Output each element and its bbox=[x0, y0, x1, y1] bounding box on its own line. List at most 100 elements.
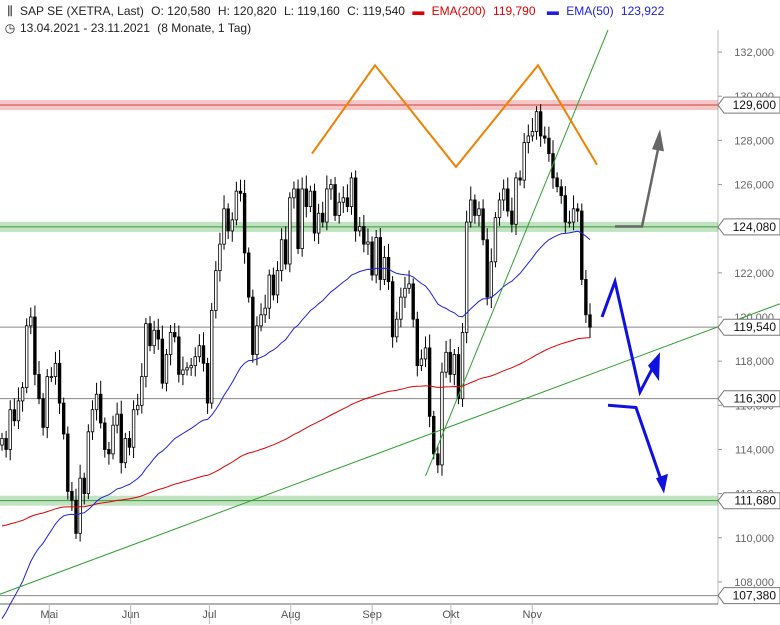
candle-body bbox=[464, 221, 469, 333]
price-tag-label: 119,540 bbox=[734, 320, 777, 334]
candle-body bbox=[436, 453, 440, 466]
y-tick-label: 128,000 bbox=[734, 135, 774, 147]
candle-body bbox=[485, 239, 489, 298]
candle-body bbox=[123, 438, 128, 464]
candle-body bbox=[304, 188, 308, 208]
candle-body bbox=[214, 270, 218, 311]
double-top-pattern bbox=[311, 63, 598, 169]
price-tag-box bbox=[717, 218, 780, 236]
candle-body bbox=[251, 296, 255, 355]
candle-body bbox=[325, 188, 329, 223]
candle-body bbox=[164, 354, 169, 384]
candle-body bbox=[103, 422, 107, 450]
candle-body bbox=[345, 197, 350, 208]
candle-body bbox=[411, 283, 415, 320]
price-tag: 111,680 bbox=[717, 492, 780, 510]
candle-body bbox=[551, 153, 555, 179]
candle-body bbox=[506, 188, 510, 212]
candle-body bbox=[522, 142, 526, 181]
candle-body bbox=[559, 186, 563, 196]
x-tick-label: Mai bbox=[40, 609, 58, 621]
candle-body bbox=[555, 177, 559, 188]
price-tag-label: 107,380 bbox=[733, 589, 777, 603]
candle-body bbox=[362, 226, 366, 245]
candle-body bbox=[284, 239, 288, 265]
candle-body bbox=[172, 332, 177, 338]
candle-body bbox=[4, 438, 8, 450]
price-tag: 107,380 bbox=[717, 587, 780, 605]
candle-body bbox=[111, 424, 115, 455]
candle-body bbox=[415, 318, 420, 366]
candle-body bbox=[296, 188, 300, 249]
candle-body bbox=[201, 345, 206, 364]
period-range: 13.04.2021 - 23.11.2021 bbox=[20, 21, 150, 35]
candle-body bbox=[210, 309, 214, 404]
candle-body bbox=[218, 243, 222, 272]
gray-arrowhead bbox=[652, 129, 664, 152]
candle-body bbox=[321, 212, 325, 223]
long-uptrend-line bbox=[0, 303, 780, 595]
y-tick-label: 108,000 bbox=[734, 577, 774, 589]
candle-body bbox=[518, 177, 522, 181]
candle-body bbox=[61, 402, 66, 435]
candle-body bbox=[308, 190, 313, 208]
price-tag-box bbox=[717, 318, 780, 336]
candle-body bbox=[41, 398, 45, 428]
candle-body bbox=[407, 283, 411, 289]
price-tag-box bbox=[717, 587, 780, 605]
x-tick-label: Aug bbox=[281, 609, 301, 621]
candle-body bbox=[185, 367, 189, 371]
candle-body bbox=[189, 365, 193, 369]
candle-body bbox=[66, 433, 70, 492]
blue-down-arrow bbox=[607, 403, 664, 484]
candle-body bbox=[575, 208, 580, 212]
period-info: ◷ 13.04.2021 - 23.11.2021 (8 Monate, 1 Ta… bbox=[4, 21, 255, 35]
candle-body bbox=[440, 371, 444, 466]
candle-body bbox=[452, 354, 457, 375]
candle-body bbox=[230, 219, 234, 232]
candle-body bbox=[477, 208, 481, 216]
candle-body bbox=[205, 362, 210, 404]
candle-body bbox=[349, 177, 354, 208]
candle-body bbox=[403, 287, 407, 298]
candle-body bbox=[300, 188, 304, 249]
ema200-legend: ▬ EMA(200) 119,790 bbox=[412, 4, 536, 18]
candle-body bbox=[12, 409, 17, 422]
y-tick-label: 126,000 bbox=[734, 180, 774, 192]
blue-arrowhead-up bbox=[648, 352, 660, 381]
ema50-line bbox=[1, 230, 591, 619]
candle-body bbox=[0, 438, 4, 446]
candle-body bbox=[247, 252, 251, 298]
candle-body bbox=[222, 208, 226, 245]
candle-body bbox=[234, 190, 239, 221]
candle-body bbox=[127, 438, 132, 448]
candle-body bbox=[49, 376, 54, 379]
candle-body bbox=[197, 345, 202, 358]
candle-body bbox=[160, 338, 165, 384]
candle-body bbox=[20, 387, 25, 402]
candle-body bbox=[543, 135, 547, 139]
x-tick-label: Nov bbox=[522, 609, 542, 621]
candle-body bbox=[33, 316, 37, 375]
candle-body bbox=[316, 212, 321, 234]
candle-body bbox=[584, 279, 588, 316]
x-tick-label: Okt bbox=[442, 609, 459, 621]
candle-body bbox=[135, 404, 140, 411]
candle-body bbox=[275, 270, 280, 296]
candle-body bbox=[292, 188, 296, 199]
candle-body bbox=[82, 477, 86, 495]
candle-body bbox=[119, 413, 123, 464]
candle-body bbox=[563, 195, 568, 223]
candle-body bbox=[98, 393, 103, 424]
candle-body bbox=[193, 356, 197, 366]
candle-body bbox=[156, 329, 160, 340]
candle-body bbox=[181, 369, 185, 375]
candle-body bbox=[255, 325, 259, 355]
x-tick-label: Jul bbox=[202, 609, 216, 621]
candle-body bbox=[353, 177, 358, 232]
candle-body bbox=[144, 323, 148, 378]
price-tag: 129,600 bbox=[717, 96, 780, 114]
price-tag-label: 129,600 bbox=[733, 98, 777, 112]
clock-icon: ◷ bbox=[4, 21, 16, 35]
